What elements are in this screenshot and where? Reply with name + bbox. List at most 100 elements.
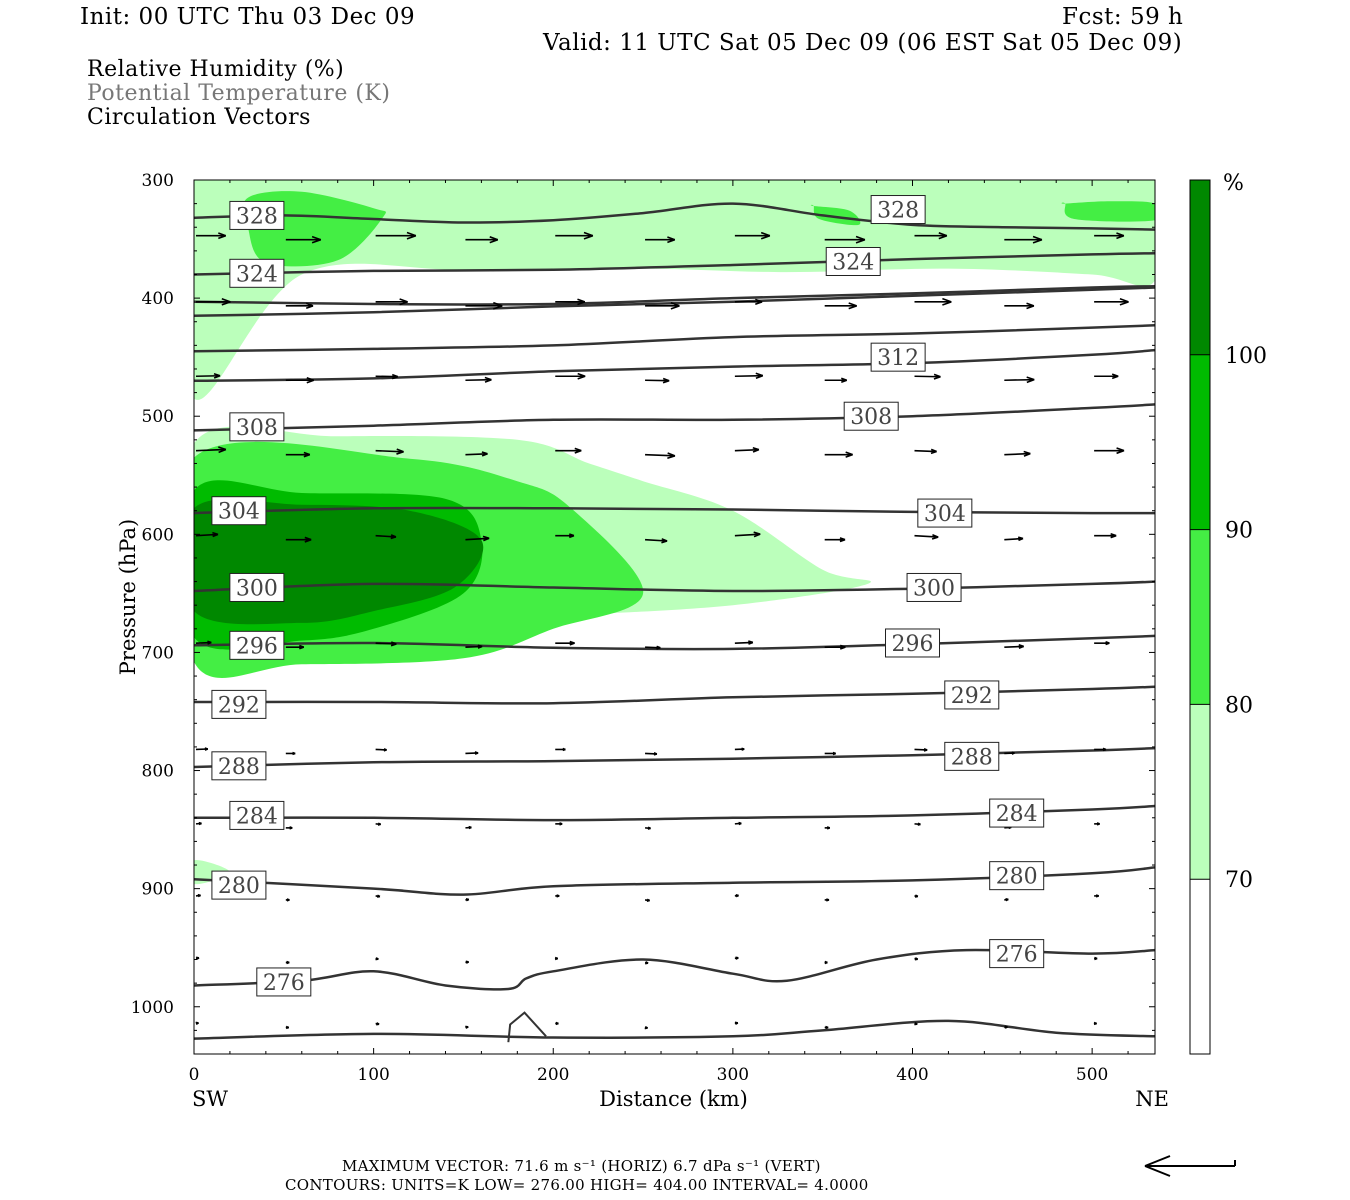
vector-arrow <box>285 302 314 310</box>
vector-arrow <box>914 373 941 380</box>
vector-arrow <box>734 956 739 960</box>
theta-contour-label: 328 <box>229 200 285 230</box>
vector-arrow <box>195 1021 199 1025</box>
vector-arrow <box>285 644 305 650</box>
legend-theta: Potential Temperature (K) <box>87 81 391 106</box>
colorbar-level-label: 90 <box>1225 519 1253 544</box>
vector-arrow <box>465 825 472 830</box>
vector-arrow <box>195 893 201 898</box>
vector-arrow <box>645 377 670 384</box>
rh-region-80 <box>1061 201 1155 222</box>
vector-arrow <box>195 821 202 826</box>
x-tick-label: 0 <box>189 1065 200 1085</box>
contour-label-text: 288 <box>951 745 993 770</box>
vector-arrow <box>645 752 658 756</box>
vector-arrow <box>375 231 417 240</box>
vector-arrow <box>1094 373 1119 380</box>
vector-arrow <box>285 451 311 458</box>
theta-contour-label: 288 <box>211 751 267 781</box>
theta-contour-label: 308 <box>229 412 285 442</box>
reference-vector-arrow <box>1144 1155 1236 1177</box>
contour-label-text: 280 <box>218 874 260 899</box>
x-tick-label: 300 <box>717 1065 749 1085</box>
vector-arrow <box>554 956 559 961</box>
theta-contour-label: 300 <box>906 572 962 602</box>
axes: 0 100 200 300 400 500 300 400 500 600 700 800 900 100… <box>116 171 1169 1111</box>
vector-arrow <box>285 235 322 244</box>
vector-arrow <box>285 1025 290 1030</box>
vector-arrow <box>824 537 846 543</box>
contour-label-box <box>989 939 1045 969</box>
theta-contour-line <box>194 403 1155 432</box>
vector-arrow <box>375 748 387 752</box>
theta-contours <box>194 202 1155 1040</box>
vector-arrow <box>555 533 575 539</box>
y-tick-label: 1000 <box>131 998 174 1018</box>
contour-label-text: 300 <box>913 576 955 601</box>
x-axis-label: Distance (km) <box>599 1087 748 1111</box>
contour-label-text: 300 <box>236 576 278 601</box>
vector-arrow <box>555 1021 559 1026</box>
vector-arrow <box>824 302 857 310</box>
theta-contour-label: 324 <box>229 258 285 288</box>
vector-arrow <box>914 957 919 961</box>
vector-arrow <box>555 298 586 306</box>
vector-arrow <box>824 377 848 383</box>
theta-contour-label: 304 <box>211 496 267 526</box>
contour-label-text: 280 <box>996 865 1038 890</box>
footer-max-vector: MAXIMUM VECTOR: 71.6 m s⁻¹ (HORIZ) 6.7 d… <box>342 1157 821 1175</box>
vector-arrow <box>1004 1025 1008 1029</box>
contour-label-box <box>843 401 899 431</box>
theta-contour-label: 304 <box>917 498 973 528</box>
vector-arrow <box>734 446 760 453</box>
vector-arrow <box>1004 644 1024 649</box>
vector-arrow <box>734 747 745 751</box>
contour-label-box <box>885 628 941 658</box>
vector-arrow <box>914 894 919 898</box>
contour-label-text: 296 <box>236 634 278 659</box>
theta-contour-line <box>194 285 1155 306</box>
contour-label-box <box>229 800 285 830</box>
vector-arrow <box>555 894 560 898</box>
contour-label-text: 328 <box>877 199 919 224</box>
rh-region-80 <box>810 204 861 226</box>
vector-arrow <box>465 451 488 457</box>
contour-label-box <box>211 870 267 900</box>
contour-label-text: 292 <box>218 693 260 718</box>
vector-arrow <box>734 298 763 306</box>
vector-arrow <box>824 751 836 756</box>
vector-arrow <box>465 236 499 244</box>
vector-arrow <box>285 826 293 830</box>
theta-contour-label: 284 <box>989 798 1045 828</box>
colorbar-level-label: 80 <box>1225 693 1253 718</box>
y-tick-label: 300 <box>142 171 174 191</box>
vector-arrow <box>555 447 582 454</box>
theta-contour-line <box>194 580 1155 593</box>
vector-arrow <box>375 373 399 380</box>
vector-arrow <box>465 535 490 542</box>
vector-arrow <box>375 1022 380 1026</box>
contour-label-text: 288 <box>218 755 260 780</box>
theta-contour-label: 276 <box>989 939 1045 969</box>
theta-contour-line <box>194 348 1155 383</box>
vector-arrow <box>375 641 397 647</box>
vector-arrow <box>555 747 566 752</box>
theta-contour-line <box>194 948 1155 991</box>
x-tick-label: 200 <box>537 1065 569 1085</box>
vector-arrow <box>914 232 948 240</box>
contour-label-text: 308 <box>236 416 278 441</box>
forecast-hour: Fcst: 59 h <box>1062 4 1184 30</box>
vector-arrow <box>1004 235 1043 244</box>
x-tick-label: 500 <box>1076 1065 1108 1085</box>
y-tick-label: 500 <box>142 407 174 427</box>
contour-label-box <box>229 412 285 442</box>
vector-arrow <box>375 448 404 455</box>
x-tick-label: 400 <box>896 1065 928 1085</box>
vector-arrow <box>734 372 764 380</box>
vector-arrow <box>734 531 761 538</box>
vector-arrow <box>1094 822 1100 826</box>
vector-arrow <box>645 452 676 460</box>
vector-arrow <box>195 372 221 379</box>
vector-arrow <box>1094 956 1098 961</box>
contour-label-text: 304 <box>924 502 966 527</box>
